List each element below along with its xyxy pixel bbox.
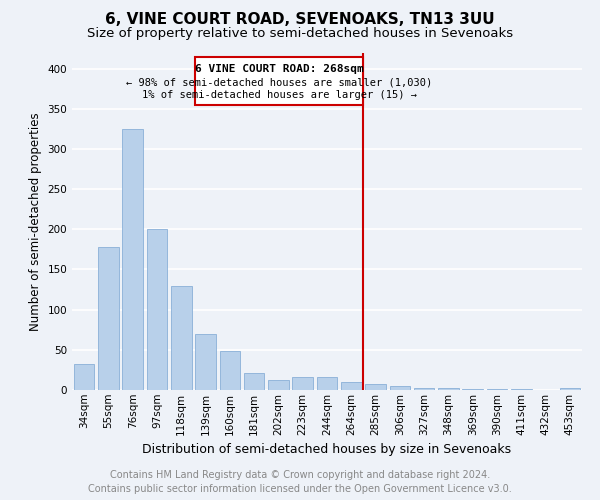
Bar xyxy=(146,230,167,390)
Bar xyxy=(487,389,508,390)
Bar xyxy=(389,386,410,390)
Bar xyxy=(341,382,362,390)
Bar xyxy=(365,384,386,390)
Text: Size of property relative to semi-detached houses in Sevenoaks: Size of property relative to semi-detach… xyxy=(87,28,513,40)
Bar xyxy=(98,247,119,390)
X-axis label: Distribution of semi-detached houses by size in Sevenoaks: Distribution of semi-detached houses by … xyxy=(142,443,512,456)
Text: 6, VINE COURT ROAD, SEVENOAKS, TN13 3UU: 6, VINE COURT ROAD, SEVENOAKS, TN13 3UU xyxy=(105,12,495,28)
Text: Contains HM Land Registry data © Crown copyright and database right 2024.
Contai: Contains HM Land Registry data © Crown c… xyxy=(88,470,512,494)
Bar xyxy=(414,388,434,390)
Bar xyxy=(268,380,289,390)
Bar xyxy=(244,373,265,390)
Bar xyxy=(122,129,143,390)
Text: ← 98% of semi-detached houses are smaller (1,030): ← 98% of semi-detached houses are smalle… xyxy=(126,78,432,88)
FancyBboxPatch shape xyxy=(194,56,364,104)
Bar xyxy=(511,389,532,390)
Bar xyxy=(292,377,313,390)
Bar xyxy=(195,334,216,390)
Bar xyxy=(171,286,191,390)
Y-axis label: Number of semi-detached properties: Number of semi-detached properties xyxy=(29,112,42,330)
Text: 1% of semi-detached houses are larger (15) →: 1% of semi-detached houses are larger (1… xyxy=(142,90,416,101)
Bar xyxy=(220,352,240,390)
Text: 6 VINE COURT ROAD: 268sqm: 6 VINE COURT ROAD: 268sqm xyxy=(194,64,364,74)
Bar xyxy=(438,388,459,390)
Bar xyxy=(74,364,94,390)
Bar xyxy=(317,377,337,390)
Bar xyxy=(463,389,483,390)
Bar xyxy=(560,388,580,390)
